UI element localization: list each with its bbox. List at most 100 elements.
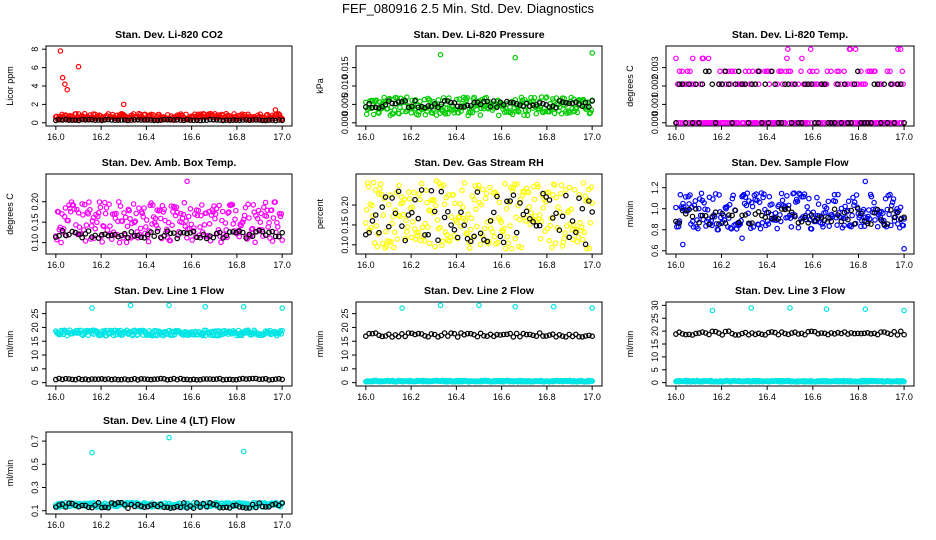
data-point (279, 327, 286, 334)
data-point (402, 98, 409, 104)
data-point (210, 501, 217, 508)
data-point (887, 68, 893, 75)
data-point (579, 236, 586, 243)
data-point (151, 233, 158, 240)
data-point (673, 120, 679, 126)
data-point (547, 222, 554, 229)
data-point (218, 239, 224, 246)
y-tick-label: 0.10 (340, 236, 350, 254)
data-point (448, 214, 455, 220)
data-point (148, 117, 154, 123)
data-point (801, 191, 808, 197)
data-point (802, 214, 808, 221)
data-point (819, 221, 826, 227)
data-point (523, 331, 530, 338)
data-point (515, 108, 521, 114)
data-point (99, 231, 105, 238)
data-point (362, 333, 369, 340)
data-point (782, 206, 788, 213)
data-point (848, 207, 855, 214)
data-point (410, 219, 416, 225)
data-point (240, 229, 246, 236)
data-point (851, 330, 858, 337)
data-point (477, 230, 484, 237)
data-point (372, 104, 379, 111)
data-point (133, 210, 140, 217)
data-point (374, 243, 381, 250)
y-tick-label: 10 (30, 350, 40, 360)
data-point (226, 117, 233, 124)
data-point (232, 216, 238, 223)
data-point (679, 207, 686, 214)
data-point (798, 218, 805, 225)
data-point (213, 502, 220, 508)
data-point (217, 229, 223, 236)
data-point (730, 192, 737, 199)
data-point (56, 232, 62, 239)
data-point (507, 198, 514, 204)
data-point (95, 117, 102, 123)
outlier-point (823, 306, 830, 313)
data-point (440, 95, 447, 101)
data-point (72, 117, 79, 124)
data-point (418, 103, 425, 110)
data-point (835, 191, 841, 198)
data-point (706, 68, 712, 75)
data-point (62, 504, 69, 510)
data-point (150, 202, 156, 208)
data-point (762, 68, 768, 75)
x-tick-label: 16.4 (138, 132, 156, 142)
panel-title: Stan. Dev. Amb. Box Temp. (102, 157, 237, 169)
data-point (262, 375, 269, 382)
data-point (95, 235, 102, 241)
data-point (470, 234, 477, 240)
data-point (249, 117, 256, 123)
data-point (881, 81, 888, 88)
x-tick-label: 16.6 (183, 520, 201, 530)
data-point (266, 377, 272, 383)
data-point (405, 104, 412, 111)
data-point (806, 195, 812, 202)
data-point (389, 195, 395, 201)
data-point (864, 220, 871, 227)
data-point (513, 330, 520, 337)
data-point (154, 117, 161, 124)
data-point (272, 233, 279, 240)
data-point (518, 94, 525, 101)
data-point (461, 180, 468, 186)
data-point (465, 211, 471, 218)
data-point (187, 206, 194, 212)
data-point (154, 228, 161, 235)
data-point (210, 234, 217, 241)
data-point (695, 205, 702, 212)
data-point (181, 117, 187, 124)
data-point (566, 234, 573, 241)
data-point (74, 330, 80, 336)
y-tick-label: 25 (340, 309, 350, 319)
data-point (815, 330, 821, 337)
x-tick-label: 16.4 (448, 132, 466, 142)
data-point (438, 188, 445, 195)
data-point (495, 112, 502, 119)
data-point (482, 195, 489, 202)
data-point (448, 99, 454, 106)
data-point (522, 218, 529, 224)
data-point (217, 117, 223, 123)
data-point (92, 226, 99, 232)
chart-panel: Stan. Dev. Line 2 Flow ml/min 16.0 16.2 16.4… (315, 285, 603, 402)
data-point (868, 221, 874, 227)
data-point (222, 220, 229, 226)
data-point (800, 193, 807, 200)
data-point (85, 228, 92, 234)
data-point (187, 230, 194, 236)
data-point (551, 182, 558, 188)
data-point (266, 117, 272, 123)
data-point (167, 230, 174, 237)
data-point (825, 198, 832, 205)
panel-title: Stan. Dev. Li-820 CO2 (115, 29, 223, 41)
y-axis-label: Licor ppm (5, 66, 15, 106)
data-point (66, 231, 72, 238)
data-point (246, 505, 253, 511)
data-point (399, 98, 405, 105)
data-point (85, 117, 92, 123)
